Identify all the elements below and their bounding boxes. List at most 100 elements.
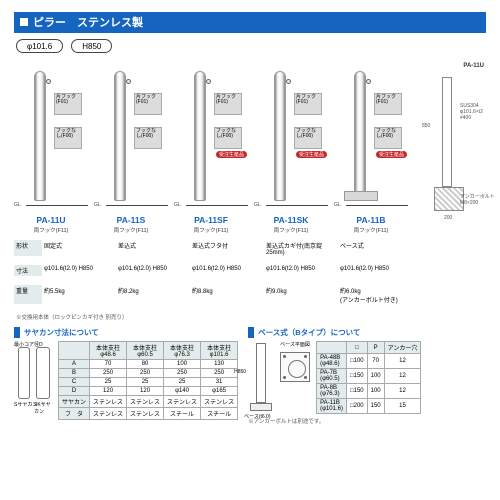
product-drawing: 片フック(F01) フックなし(F00) 受注生産品 GL	[334, 63, 408, 213]
base-td: 12	[384, 369, 421, 384]
base-th	[317, 342, 347, 354]
header-square-icon	[20, 18, 28, 26]
sayakan-th: 本体支柱 φ48.6	[90, 342, 127, 360]
spec-cell: 差込式カギ付(南京錠25mm)	[264, 240, 338, 257]
sayakan-section: サヤカン寸法について 最小コア径D Sサヤカン SKサヤカン 本体支柱 φ48.…	[14, 327, 238, 425]
gl-label: GL	[14, 202, 21, 208]
base-td: □150	[346, 369, 367, 384]
sayakan-table: 本体支柱 φ48.6本体支柱 φ60.5本体支柱 φ76.3本体支柱 φ101.…	[58, 341, 238, 420]
base-rowhead: PA-11B (φ101.6)	[317, 399, 347, 414]
dimension-diagram: PA-11U SUS304 φ101.6×t2 #400 アンカーボルト M8×…	[414, 63, 486, 225]
sayakan-td: φ165	[201, 387, 238, 396]
swatch-single-hook: 片フック(F01)	[134, 93, 162, 115]
gl-label: GL	[94, 202, 101, 208]
min-d-label: 最小コア径D	[14, 341, 43, 348]
gl-label: GL	[334, 202, 341, 208]
base-td: 150	[367, 399, 384, 414]
sayakan-td: φ140	[164, 387, 201, 396]
sayakan-td: 100	[164, 360, 201, 369]
h850-label: H850	[234, 369, 246, 375]
sayakan-rowhead: A	[59, 360, 90, 369]
pill-height: H850	[71, 39, 112, 53]
sayakan-td: 120	[127, 387, 164, 396]
sayakan-th	[59, 342, 90, 360]
spec-cell: 約8.8kg	[190, 285, 264, 305]
product-code: PA-11SF	[194, 215, 228, 225]
made-to-order-tag: 受注生産品	[376, 151, 407, 158]
base-th: P	[367, 342, 384, 354]
page-title: ピラー ステンレス製	[33, 14, 143, 30]
sayakan-td: スチール	[201, 408, 238, 420]
base-section: ベース式（Bタイプ）について H850 ベース(t6.0) ベース平面図 □Pア…	[248, 327, 421, 425]
sayakan-th: 本体支柱 φ60.5	[127, 342, 164, 360]
spec-row-label: 形状	[14, 240, 42, 257]
base-th: □	[346, 342, 367, 354]
sayakan-rowhead: サヤカン	[59, 396, 90, 408]
made-to-order-tag: 受注生産品	[216, 151, 247, 158]
sayakan-td: ステンレス	[164, 396, 201, 408]
spec-pills: φ101.6 H850	[16, 39, 486, 53]
product-drawing: 片フック(F01) フックなし(F00) 受注生産品 GL	[174, 63, 248, 213]
base-table: □Pアンカー穴PA-48B (φ48.6)□1007012PA-7B (φ60.…	[316, 341, 421, 414]
product-subtype: 両フック(F11)	[274, 226, 309, 234]
product-PA-11B: 片フック(F01) フックなし(F00) 受注生産品 GL PA-11B 両フッ…	[334, 63, 408, 234]
spec-cell: φ101.6(t2.0) H850	[42, 265, 116, 277]
product-subtype: 両フック(F11)	[354, 226, 389, 234]
catalog-page: ピラー ステンレス製 φ101.6 H850 片フック(F01) フックなし(F…	[0, 0, 500, 500]
sayakan-td: 120	[90, 387, 127, 396]
swatch-no-hook: フックなし(F00)	[54, 127, 82, 149]
spec-cell: φ101.6(t2.0) H850	[338, 265, 412, 277]
diagram-ref: PA-11U	[463, 63, 484, 69]
product-code: PA-11U	[36, 215, 65, 225]
base-td: □150	[346, 384, 367, 399]
product-drawing: 片フック(F01) フックなし(F00) 受注生産品 GL	[254, 63, 328, 213]
spec-cell: ベース式	[338, 240, 412, 257]
product-row: 片フック(F01) フックなし(F00) GL PA-11U 両フック(F11)…	[14, 63, 486, 234]
swatch-single-hook: 片フック(F01)	[214, 93, 242, 115]
sayakan-td: 250	[127, 369, 164, 378]
sayakan-td: 31	[201, 378, 238, 387]
spec-table: 形状 固定式差込式差込式フタ付差込式カギ付(南京錠25mm)ベース式寸法 φ10…	[14, 240, 486, 305]
base-plan-wrap: ベース平面図	[280, 341, 310, 382]
spec-cell: φ101.6(t2.0) H850	[264, 265, 338, 277]
sayakan-td: 250	[201, 369, 238, 378]
swatch-no-hook: フックなし(F00)	[134, 127, 162, 149]
lower-section: サヤカン寸法について 最小コア径D Sサヤカン SKサヤカン 本体支柱 φ48.…	[14, 327, 486, 425]
sayakan-td: 130	[201, 360, 238, 369]
product-PA-11U: 片フック(F01) フックなし(F00) GL PA-11U 両フック(F11)	[14, 63, 88, 234]
base-elevation: H850 ベース(t6.0)	[248, 341, 274, 415]
sayakan-th: 本体支柱 φ76.3	[164, 342, 201, 360]
base-td: 100	[367, 384, 384, 399]
product-subtype: 両フック(F11)	[194, 226, 229, 234]
base-rowhead: PA-48B (φ48.6)	[317, 354, 347, 369]
sayakan-rowhead: B	[59, 369, 90, 378]
page-header: ピラー ステンレス製	[14, 12, 486, 33]
sayakan-td: 25	[164, 378, 201, 387]
sayakan-td: スチール	[164, 408, 201, 420]
sayakan-td: ステンレス	[127, 396, 164, 408]
spec-cell: 差込式フタ付	[190, 240, 264, 257]
swatch-single-hook: 片フック(F01)	[54, 93, 82, 115]
base-td: 12	[384, 384, 421, 399]
pill-diameter: φ101.6	[16, 39, 63, 53]
spec-cell: 約8.2kg	[116, 285, 190, 305]
spec-row-label: 重量	[14, 285, 42, 305]
product-subtype: 両フック(F11)	[34, 226, 69, 234]
sayakan-td: 250	[90, 369, 127, 378]
swatch-single-hook: 片フック(F01)	[294, 93, 322, 115]
sayakan-td: 250	[164, 369, 201, 378]
swatch-no-hook: フックなし(F00)	[374, 127, 402, 149]
spec-cell: 固定式	[42, 240, 116, 257]
made-to-order-tag: 受注生産品	[296, 151, 327, 158]
spec-row: 形状 固定式差込式差込式フタ付差込式カギ付(南京錠25mm)ベース式	[14, 240, 486, 257]
spec-cell: 約5.5kg	[42, 285, 116, 305]
base-td: □100	[346, 354, 367, 369]
sk-sayakan-label: SKサヤカン	[34, 401, 54, 415]
product-drawing: 片フック(F01) フックなし(F00) GL	[94, 63, 168, 213]
sayakan-td: 70	[90, 360, 127, 369]
base-note: ※アンカーボルトは別途です。	[248, 417, 421, 425]
sayakan-th: 本体支柱 φ101.6	[201, 342, 238, 360]
sayakan-heading: サヤカン寸法について	[14, 327, 238, 338]
swatch-no-hook: フックなし(F00)	[214, 127, 242, 149]
sayakan-td: 80	[127, 360, 164, 369]
